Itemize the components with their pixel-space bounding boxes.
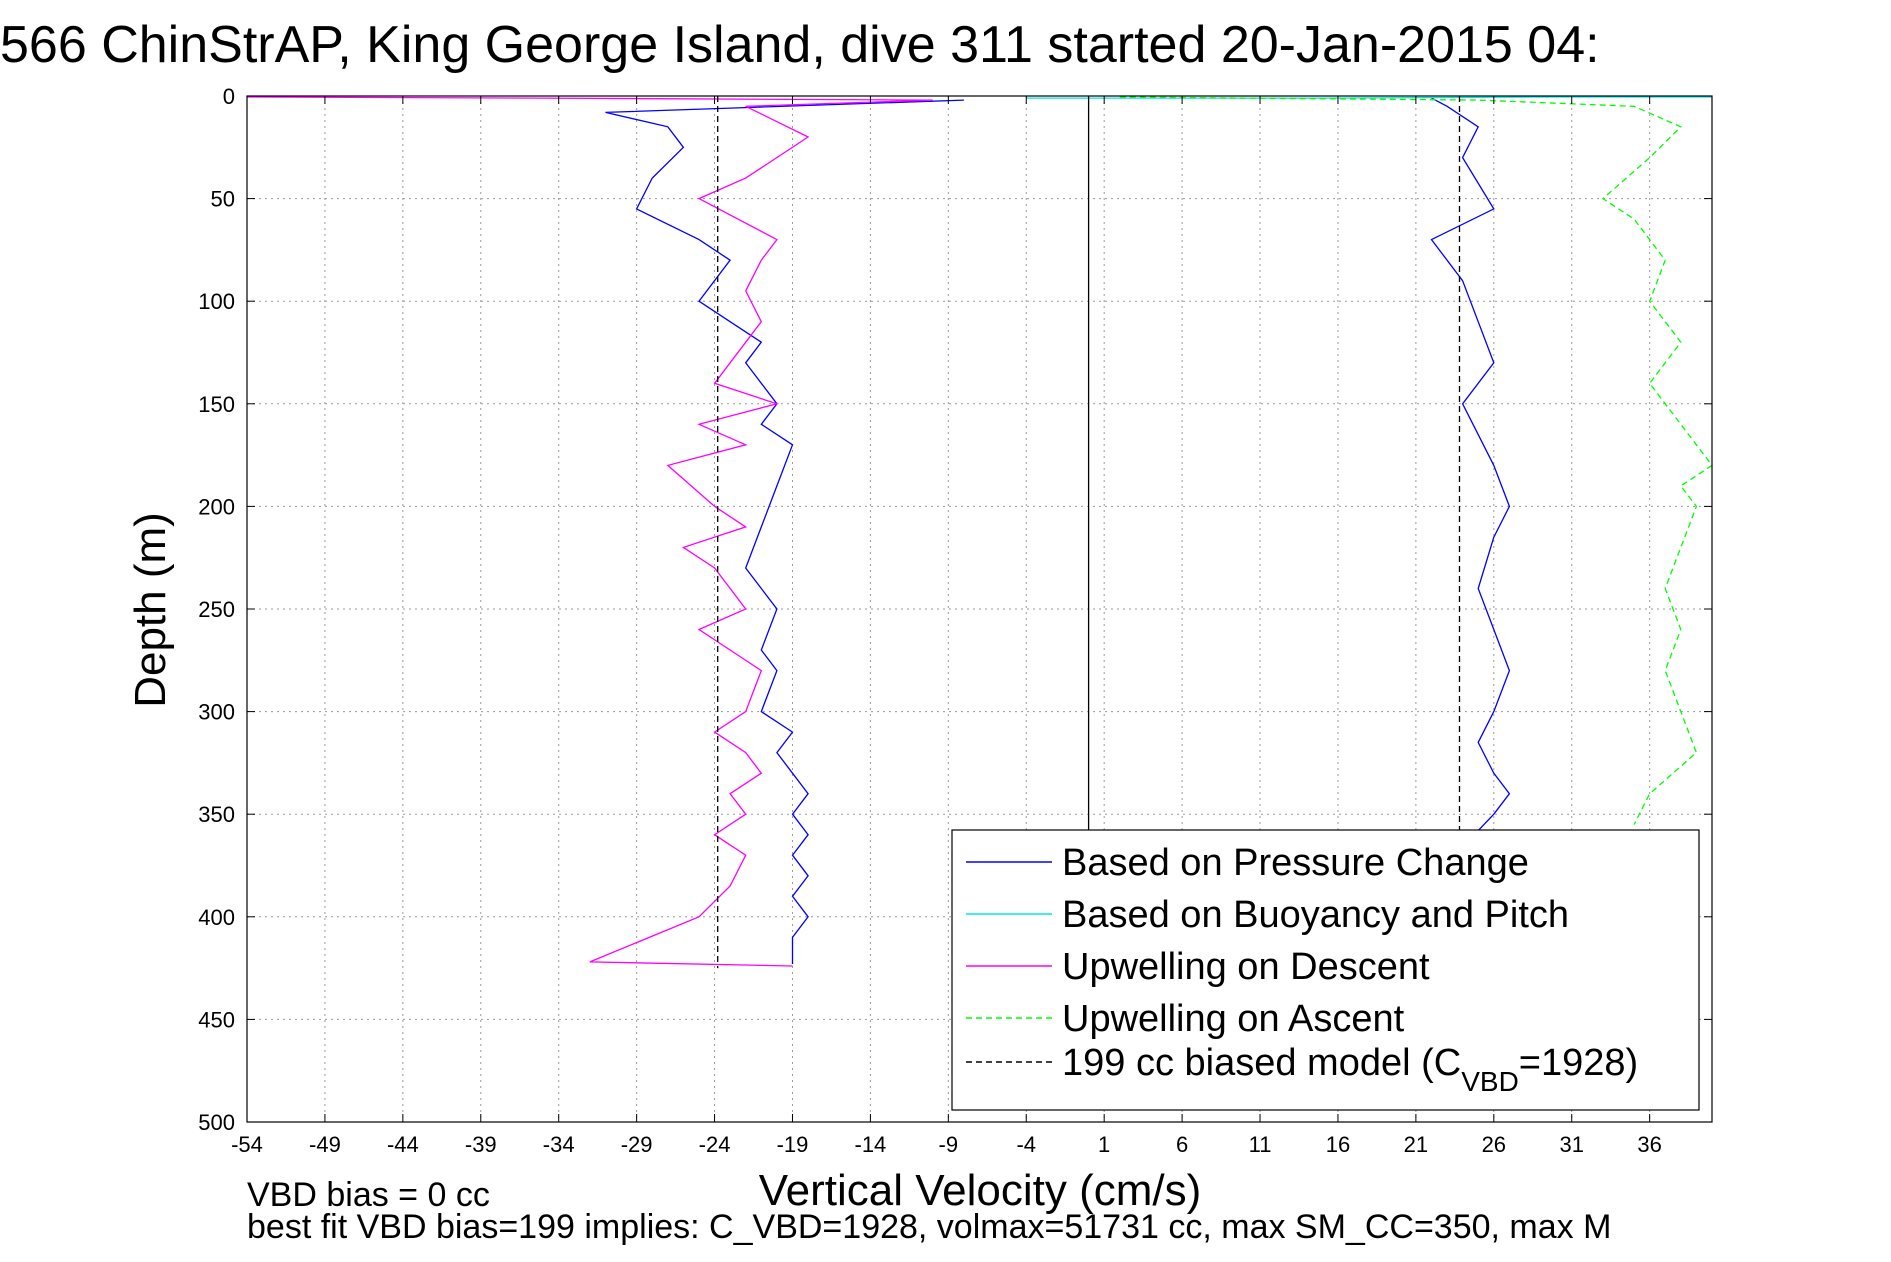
y-axis-ticks: 0 50 100 150 200 250 300 350 400 450 500	[198, 84, 1712, 1135]
series-line-0	[605, 99, 964, 964]
x-tick-label: -34	[543, 1132, 575, 1157]
y-tick-label: 450	[198, 1007, 235, 1032]
x-tick-label: -49	[309, 1132, 341, 1157]
x-tick-label: 36	[1637, 1132, 1661, 1157]
x-tick-label: -44	[387, 1132, 419, 1157]
x-tick-label: -24	[699, 1132, 731, 1157]
y-tick-label: 150	[198, 392, 235, 417]
legend-entry-label: Based on Buoyancy and Pitch	[1062, 894, 1569, 936]
annotation-vbd-bias: VBD bias = 0 cc	[247, 1176, 490, 1214]
y-tick-label: 500	[198, 1110, 235, 1135]
legend-entry-label: Upwelling on Descent	[1062, 946, 1430, 988]
x-tick-label: -14	[855, 1132, 887, 1157]
x-tick-label: 6	[1176, 1132, 1188, 1157]
legend: Based on Pressure Change Based on Buoyanc…	[951, 829, 1700, 1111]
x-tick-label: -9	[939, 1132, 959, 1157]
y-tick-label: 250	[198, 597, 235, 622]
x-tick-label: 11	[1249, 1132, 1272, 1157]
legend-entry-label: 199 cc biased model (CVBD=1928)	[1062, 1042, 1638, 1097]
legend-entry-label: Based on Pressure Change	[1062, 842, 1529, 884]
y-tick-label: 400	[198, 905, 235, 930]
x-tick-label: 31	[1559, 1132, 1583, 1157]
x-tick-label: -4	[1016, 1132, 1036, 1157]
y-tick-label: 200	[198, 494, 235, 519]
legend-entry-label: Upwelling on Ascent	[1062, 998, 1405, 1040]
x-tick-label: 1	[1098, 1132, 1110, 1157]
y-tick-label: 0	[223, 84, 235, 109]
x-tick-label: 16	[1326, 1132, 1350, 1157]
x-axis-label: Vertical Velocity (cm/s)	[759, 1166, 1202, 1215]
y-tick-label: 300	[198, 700, 235, 725]
x-tick-label: -54	[231, 1132, 263, 1157]
chart-title: 566 ChinStrAP, King George Island, dive …	[0, 16, 1600, 74]
y-tick-label: 350	[198, 802, 235, 827]
series-line-2	[1026, 96, 1712, 99]
series-line-3	[246, 96, 933, 967]
series-line-1	[1430, 97, 1511, 832]
series-group	[246, 96, 1713, 969]
x-axis-ticks: -54 -49 -44 -39 -34 -29 -24 -19 -14 -9 -4 1 6 11 16 21 2…	[231, 96, 1662, 1157]
x-tick-label: -39	[465, 1132, 497, 1157]
x-tick-label: -29	[621, 1132, 653, 1157]
x-tick-label: 21	[1404, 1132, 1428, 1157]
y-axis-label: Depth (m)	[126, 512, 175, 708]
y-tick-label: 100	[198, 289, 235, 314]
x-tick-label: 26	[1482, 1132, 1506, 1157]
y-tick-label: 50	[211, 187, 235, 212]
x-tick-label: -19	[777, 1132, 809, 1157]
annotation-best-fit: best fit VBD bias=199 implies: C_VBD=192…	[247, 1208, 1611, 1246]
legend-box	[951, 829, 1700, 1111]
